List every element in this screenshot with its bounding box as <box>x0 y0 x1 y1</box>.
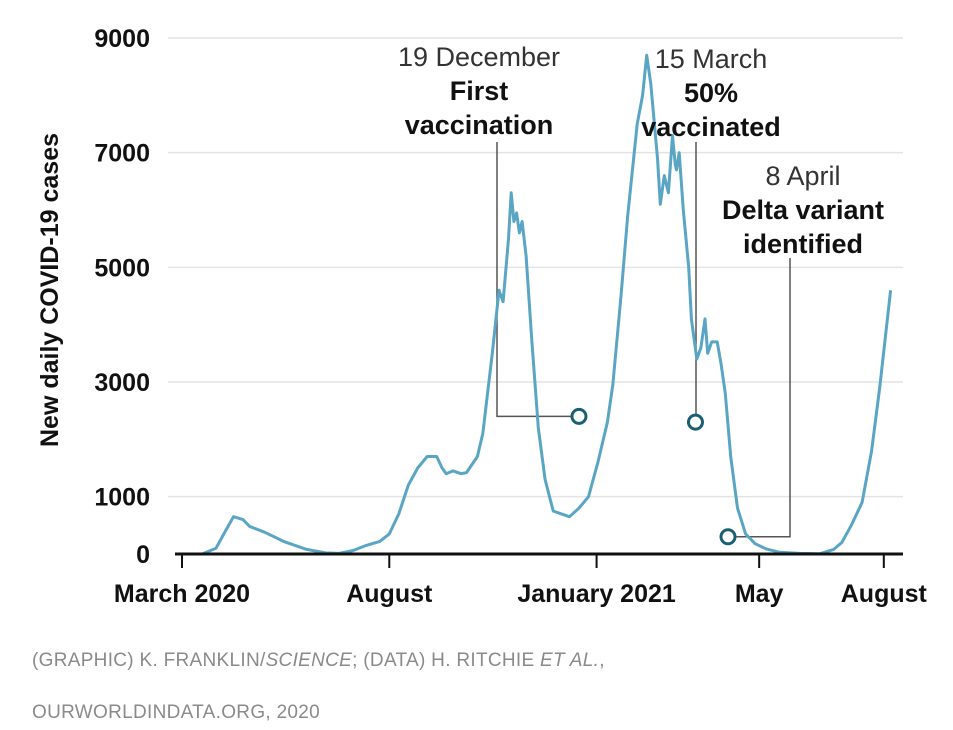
x-tick-label-1: August <box>346 580 433 608</box>
annotation-labels: 19 December First vaccination 15 March 50% va… <box>398 42 884 259</box>
credit-source-url: OURWORLDINDATA.ORG, 2020 <box>32 702 321 723</box>
x-tick-label-2: January 2021 <box>517 580 676 608</box>
annotation-event-0-0: First <box>450 76 509 106</box>
y-tick-label-9000: 9000 <box>94 25 150 53</box>
annotation-event-2-1: identified <box>743 229 863 259</box>
annotation-markers <box>570 407 737 546</box>
y-axis-title: New daily COVID-19 cases <box>36 133 64 447</box>
y-tick-label-0: 0 <box>136 541 150 569</box>
annotation-marker-1 <box>686 413 704 431</box>
credit-line-2: OURWORLDINDATA.ORG, 2020 <box>32 702 320 724</box>
annotation-event-1-1: vaccinated <box>641 112 781 142</box>
annotation-marker-0 <box>570 407 588 425</box>
y-tick-label-5000: 5000 <box>94 254 150 282</box>
credit-et-al: ET AL. <box>540 650 600 671</box>
x-tick-label-0: March 2020 <box>114 580 250 608</box>
y-tick-label-7000: 7000 <box>94 140 150 168</box>
x-tick-label-3: May <box>735 580 784 608</box>
credit-data: ; (DATA) H. RITCHIE <box>352 650 541 671</box>
annotation-date-0: 19 December <box>398 42 560 72</box>
x-axis-ticks: March 2020 August January 2021 May August <box>114 554 928 608</box>
annotation-marker-2 <box>719 528 737 546</box>
x-tick-label-4: August <box>841 580 928 608</box>
y-tick-label-3000: 3000 <box>94 369 150 397</box>
annotation-leader-1 <box>695 142 697 423</box>
annotation-leader-2 <box>728 258 791 538</box>
annotation-event-0-1: vaccination <box>405 110 554 140</box>
annotation-event-2-0: Delta variant <box>722 195 884 225</box>
gridlines <box>168 37 903 498</box>
annotation-date-1: 15 March <box>655 44 768 74</box>
credit-publication: SCIENCE <box>265 650 353 671</box>
credit-graphic: (GRAPHIC) K. FRANKLIN/ <box>32 650 266 671</box>
covid-cases-chart: 0 1000 3000 5000 7000 9000 New daily COVID-19… <box>36 25 928 608</box>
annotation-event-1-0: 50% <box>684 78 738 108</box>
credit-line-1: (GRAPHIC) K. FRANKLIN/SCIENCE; (DATA) H.… <box>32 650 605 672</box>
credit-comma: , <box>599 650 605 671</box>
y-axis-ticks: 0 1000 3000 5000 7000 9000 <box>94 25 150 569</box>
series-line-daily-cases <box>182 53 893 556</box>
annotation-date-2: 8 April <box>765 161 840 191</box>
annotation-leader-0 <box>496 142 579 418</box>
y-tick-label-1000: 1000 <box>94 484 150 512</box>
